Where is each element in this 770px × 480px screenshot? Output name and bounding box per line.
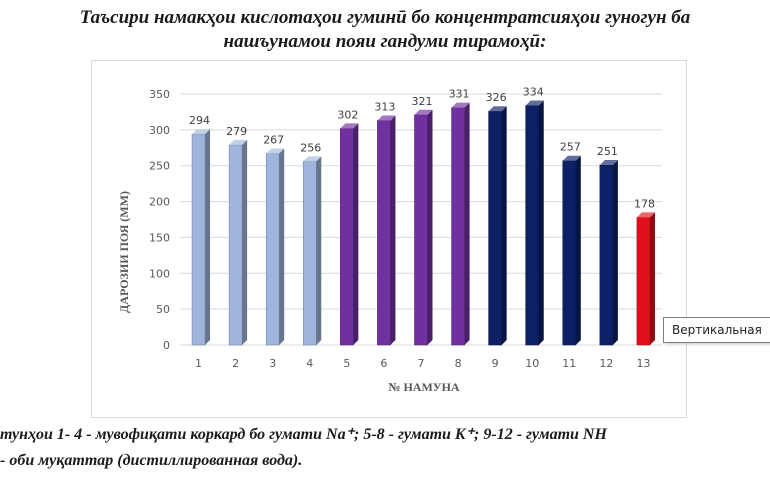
bar-front — [228, 144, 243, 346]
bar-side — [612, 159, 618, 345]
chart-title-line-2: нашъунамои пояи гандуми тирамоҳӣ: — [223, 31, 547, 52]
footnote-line-2: - оби муқаттар (дистиллированная вода). — [0, 452, 303, 469]
bar-front — [562, 160, 577, 346]
data-label: 294 — [189, 114, 210, 127]
y-tick-label: 150 — [149, 231, 170, 244]
x-tick-label: 2 — [232, 357, 239, 370]
bar-front — [191, 133, 206, 346]
bar — [340, 123, 359, 346]
x-tick-label: 13 — [636, 357, 650, 370]
data-label: 313 — [374, 101, 395, 114]
bar-side — [279, 148, 285, 345]
y-axis-tick-labels: 0 50 100 150 200 250 300 350 — [149, 88, 170, 352]
data-label: 326 — [486, 91, 507, 104]
bar — [599, 159, 618, 346]
bar — [228, 139, 248, 346]
bar-side — [538, 100, 544, 345]
bar-side — [205, 129, 211, 345]
bar-top — [340, 123, 359, 129]
bar-side — [649, 212, 655, 345]
bar-side — [390, 115, 396, 345]
y-tick-label: 0 — [163, 339, 170, 352]
bars — [191, 100, 655, 346]
y-tick-label: 350 — [149, 88, 170, 101]
y-tick-label: 50 — [156, 303, 170, 316]
chart-title-line-1: Таъсири намакҳои кислотаҳои гуминӣ бо ко… — [79, 7, 691, 28]
data-label: 251 — [597, 145, 618, 158]
data-label: 302 — [337, 108, 358, 121]
x-tick-label: 12 — [599, 357, 613, 370]
data-label: 334 — [523, 85, 544, 98]
x-tick-label: 10 — [525, 357, 539, 370]
x-axis-tick-labels: 1 2 3 4 5 6 7 8 9 10 11 12 13 — [195, 357, 650, 370]
x-tick-label: 7 — [418, 357, 425, 370]
bar-front — [265, 153, 280, 346]
bar-front — [302, 161, 317, 346]
bar — [302, 156, 322, 346]
bar — [451, 102, 470, 346]
bar-top — [229, 139, 248, 145]
bar-side — [353, 123, 359, 346]
chart-tooltip: Вертикальная — [663, 317, 770, 343]
x-tick-label: 6 — [380, 357, 387, 370]
bar-front — [488, 110, 502, 346]
x-tick-label: 4 — [306, 357, 313, 370]
bar-top — [192, 129, 211, 135]
x-tick-label: 1 — [195, 357, 202, 370]
data-label: 279 — [226, 125, 247, 138]
bar — [377, 115, 396, 346]
bar-top — [525, 100, 544, 106]
bar — [191, 129, 211, 346]
bar-top — [303, 156, 322, 162]
data-label: 257 — [560, 141, 581, 154]
bar-side — [501, 106, 507, 345]
bar — [488, 106, 507, 346]
bar — [525, 100, 544, 346]
bar-front — [414, 114, 428, 346]
bar-front — [377, 120, 391, 346]
bar-front — [599, 164, 614, 346]
x-axis-label: № НАМУНА — [388, 380, 460, 394]
y-tick-label: 300 — [149, 124, 170, 137]
x-tick-label: 8 — [455, 357, 462, 370]
data-labels: 294 279 267 256 302 313 321 331 326 334 257 251 178 — [189, 85, 655, 210]
bar-top — [266, 148, 285, 154]
y-tick-label: 200 — [149, 196, 170, 209]
data-label: 331 — [449, 88, 470, 101]
y-tick-label: 100 — [149, 267, 170, 280]
bar-top — [562, 155, 581, 161]
bar — [636, 212, 655, 346]
bar-front — [340, 128, 354, 346]
data-label: 267 — [263, 134, 284, 147]
bar-top — [414, 109, 433, 115]
data-label: 178 — [634, 197, 655, 210]
bar-side — [316, 156, 322, 345]
data-label: 256 — [300, 141, 321, 154]
bar-top — [377, 115, 396, 121]
bar — [414, 109, 433, 346]
y-tick-label: 250 — [149, 160, 170, 173]
x-tick-label: 5 — [343, 357, 350, 370]
bar-front — [525, 105, 540, 346]
bar — [562, 155, 581, 346]
bar-front — [636, 217, 651, 346]
footnote-line-1: тунҳои 1- 4 - мувофиқати коркард бо гума… — [0, 426, 607, 443]
bar-side — [575, 155, 581, 345]
bar — [265, 148, 285, 346]
bar-top — [599, 159, 618, 165]
bar-side — [464, 102, 470, 345]
bar-top — [488, 106, 507, 112]
bar-side — [242, 139, 248, 345]
bar-top — [636, 212, 655, 218]
bar-front — [451, 107, 465, 346]
x-tick-label: 11 — [562, 357, 576, 370]
x-tick-label: 9 — [492, 357, 499, 370]
bar-side — [427, 109, 433, 345]
y-axis-label: ДАРОЗИИ ПОЯ (ММ) — [117, 191, 131, 313]
data-label: 321 — [412, 95, 433, 108]
x-tick-label: 3 — [269, 357, 276, 370]
bar-top — [451, 102, 470, 108]
